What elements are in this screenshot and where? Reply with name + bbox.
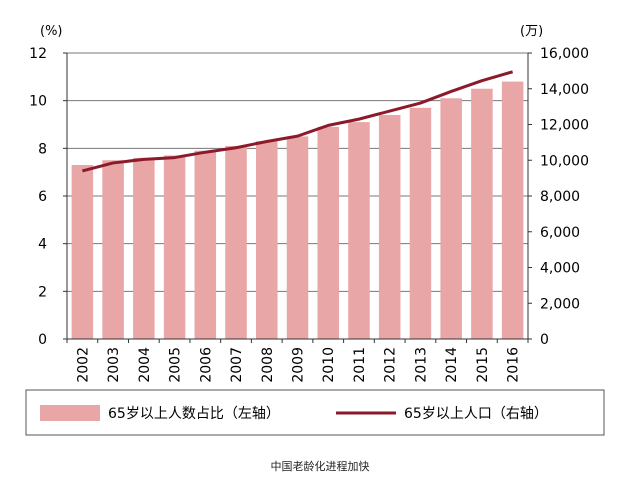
- right-axis-tick-label: 6,000: [540, 225, 580, 241]
- right-axis-tick-label: 10,000: [540, 153, 589, 169]
- x-axis-tick-label: 2010: [321, 347, 337, 383]
- legend-box: [25, 389, 605, 436]
- axes: 0 2 4 6 8 10 12 0 2,000 4,000 6,000 8,000 10,000 12,0…: [29, 46, 589, 383]
- legend-swatch-bar: [40, 405, 100, 421]
- left-axis-tick-label: 12: [29, 46, 47, 62]
- right-axis-tick-label: 8,000: [540, 189, 580, 205]
- left-axis-tick-label: 10: [29, 94, 47, 110]
- bar-2013: [409, 107, 432, 339]
- right-axis-unit: (万): [520, 24, 543, 39]
- legend: 65岁以上人数占比（左轴） 65岁以上人口（右轴）: [25, 389, 605, 436]
- right-axis-tick-label: 4,000: [540, 261, 580, 277]
- x-axis-tick-label: 2003: [106, 347, 122, 383]
- right-axis-tick-label: 14,000: [540, 82, 589, 98]
- bar-2009: [286, 136, 309, 339]
- left-axis-tick-label: 2: [38, 284, 47, 300]
- x-axis-tick-label: 2007: [229, 347, 245, 383]
- bar-2015: [471, 88, 493, 339]
- x-axis-tick-label: 2002: [75, 347, 91, 383]
- x-axis-tick-label: 2011: [352, 347, 368, 383]
- right-axis-tick-label: 0: [540, 332, 549, 348]
- bar-series: [71, 81, 524, 340]
- bar-2007: [225, 145, 247, 339]
- x-axis-tick-label: 2015: [475, 347, 491, 383]
- legend-label-line: 65岁以上人口（右轴）: [404, 406, 548, 422]
- right-axis-tick-label: 2,000: [540, 296, 580, 312]
- x-axis-tick-label: 2014: [444, 347, 460, 383]
- left-axis-unit: (%): [40, 24, 63, 39]
- x-axis-tick-label: 2009: [291, 347, 307, 383]
- left-axis-tick-label: 4: [38, 237, 47, 253]
- bar-2014: [440, 98, 462, 340]
- x-axis-tick-label: 2016: [506, 347, 522, 383]
- legend-label-bar: 65岁以上人数占比（左轴）: [108, 406, 280, 422]
- bar-2005: [163, 155, 186, 339]
- bar-2010: [317, 126, 339, 339]
- left-axis-tick-label: 0: [38, 332, 47, 348]
- x-axis-tick-label: 2008: [260, 347, 276, 383]
- bar-2002: [71, 165, 94, 339]
- bar-2006: [194, 150, 217, 339]
- bar-2011: [348, 122, 370, 339]
- aging-chart: 0 2 4 6 8 10 12 0 2,000 4,000 6,000 8,000 10,000 12,0…: [25, 24, 605, 436]
- population-line: [81, 70, 514, 173]
- right-axis-tick-label: 16,000: [540, 46, 589, 62]
- figure-caption: 中国老龄化进程加快: [270, 460, 370, 473]
- bar-2012: [378, 114, 401, 339]
- bar-2004: [133, 157, 155, 339]
- left-axis-tick-label: 8: [38, 141, 47, 157]
- x-axis-tick-label: 2012: [383, 347, 399, 383]
- line-series: [81, 70, 514, 173]
- x-axis-tick-label: 2006: [198, 347, 214, 383]
- bar-2003: [102, 160, 124, 339]
- bar-2016: [501, 81, 524, 339]
- left-axis-tick-label: 6: [38, 189, 47, 205]
- right-axis-tick-label: 12,000: [540, 118, 589, 134]
- x-axis-tick-label: 2004: [137, 347, 153, 383]
- bar-2008: [256, 141, 278, 339]
- x-axis-tick-label: 2013: [413, 347, 429, 383]
- x-axis-tick-label: 2005: [168, 347, 184, 383]
- chart-frame: 0 2 4 6 8 10 12 0 2,000 4,000 6,000 8,000 10,000 12,0…: [25, 24, 605, 436]
